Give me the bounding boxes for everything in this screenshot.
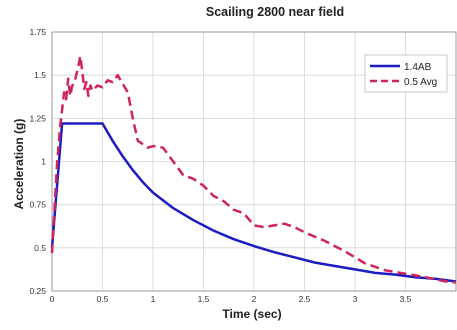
y-tick-label: 0.75 [29,200,46,210]
y-tick-label: 1.25 [29,113,46,123]
y-tick-label: 1.75 [29,27,46,37]
plot-frame [51,31,457,292]
y-axis-label: Acceleration (g) [12,119,26,210]
y-tick-label: 0.25 [29,286,46,296]
x-tick-label: 2.5 [299,294,311,304]
y-tick-label: 0.5 [34,243,46,253]
x-tick-labels: 0 0.5 1 1.5 2 2.5 3 3.5 [50,294,412,304]
legend: 1.4AB 0.5 Avg [364,54,448,93]
x-tick-label: 1 [151,294,156,304]
legend-label-1-4ab: 1.4AB [404,62,432,73]
y-tick-labels: 0.25 0.5 0.75 1 1.25 1.5 1.75 [29,27,46,296]
legend-label-0-5-avg: 0.5 Avg [404,77,437,88]
x-tick-label: 1.5 [198,294,210,304]
gridlines [51,31,456,292]
x-tick-label: 0.5 [97,294,109,304]
chart-title: Scailing 2800 near field [206,5,344,19]
x-tick-label: 0 [50,294,55,304]
legend-box [364,54,448,93]
y-tick-label: 1 [41,157,46,167]
x-tick-label: 3 [353,294,358,304]
y-tick-label: 1.5 [34,70,46,80]
series-line-1-4ab [50,122,457,283]
series-lines [50,54,457,284]
series-line-0-5-avg [50,54,457,284]
x-tick-label: 3.5 [400,294,412,304]
x-axis-label: Time (sec) [222,307,281,321]
x-tick-label: 2 [252,294,257,304]
